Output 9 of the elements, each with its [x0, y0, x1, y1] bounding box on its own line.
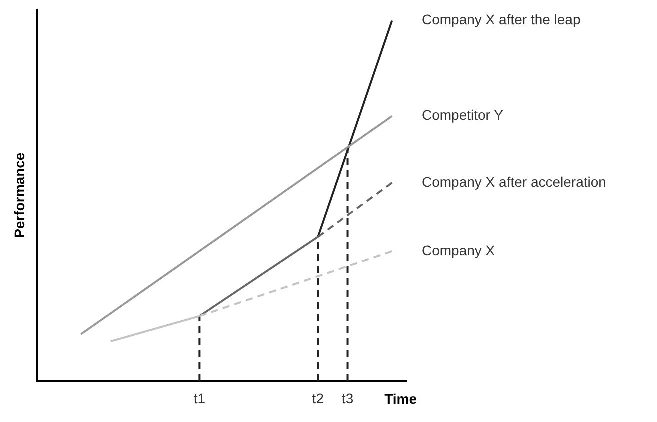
x-axis-title: Time [384, 391, 418, 408]
text: Competitor Y [422, 107, 504, 124]
x-tick-label: t3 [342, 390, 354, 406]
x-tick-label: t2 [312, 390, 324, 406]
text: Company X after the leap [422, 12, 581, 28]
y-axis-title: Performance [11, 152, 28, 238]
text: Company X [422, 242, 496, 258]
text: Company X after acceleration [422, 174, 606, 190]
x-tick-label: t1 [194, 390, 206, 406]
